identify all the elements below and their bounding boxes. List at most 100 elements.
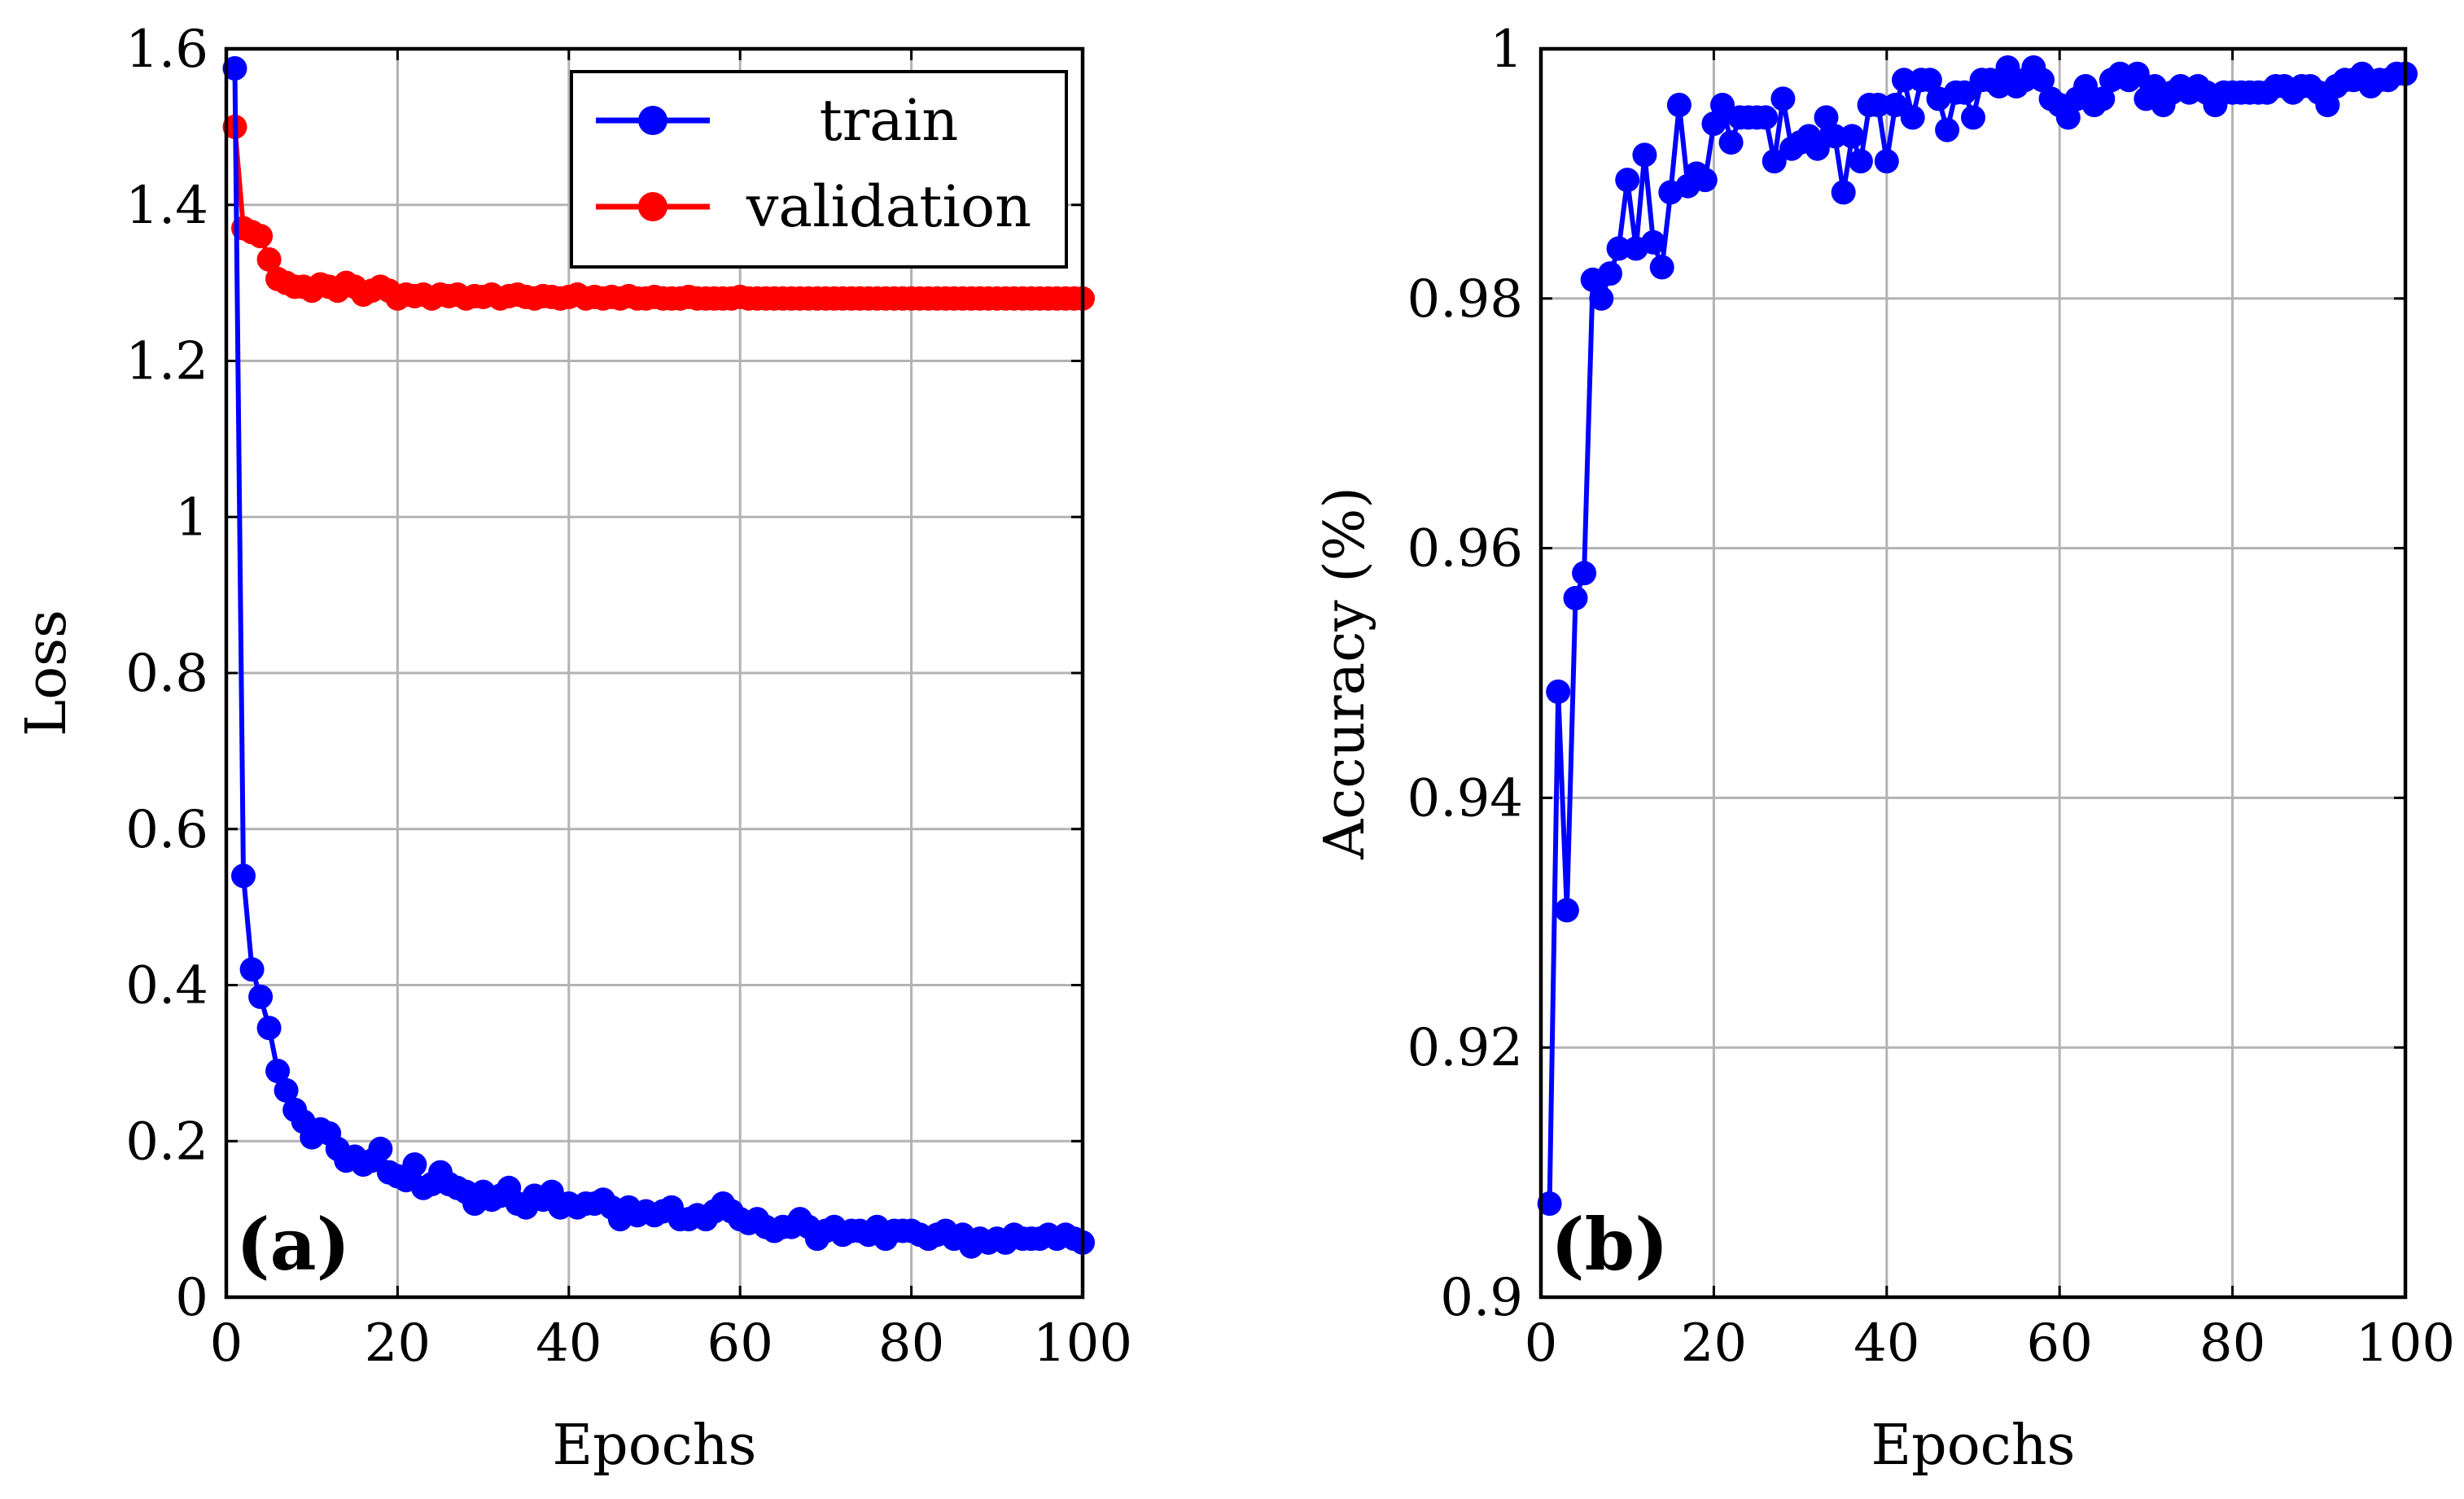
train-point bbox=[2315, 93, 2340, 117]
train-point bbox=[256, 1016, 282, 1041]
train-point bbox=[1848, 149, 1873, 174]
train-point bbox=[1546, 680, 1571, 704]
y-axis-label: Accuracy (%) bbox=[1313, 487, 1377, 860]
accuracy-chart: 0 20 40 60 80 100 0.9 0.92 0.94 0.96 0.98 1 Epochs Ac… bbox=[1313, 20, 2455, 1478]
x-tick-label: 20 bbox=[365, 1313, 431, 1374]
y-tick-label: 1 bbox=[1490, 20, 1523, 80]
train-point bbox=[222, 56, 247, 81]
train-point bbox=[2030, 68, 2055, 93]
legend-entry-train: train bbox=[596, 87, 958, 154]
x-tick-label: 20 bbox=[1681, 1313, 1747, 1374]
x-tick-label: 0 bbox=[210, 1313, 243, 1374]
train-point bbox=[368, 1136, 393, 1161]
y-tick-label: 1.2 bbox=[125, 332, 208, 392]
train-point bbox=[1554, 898, 1579, 923]
train-point bbox=[1823, 124, 1848, 149]
y-tick-label: 1.4 bbox=[125, 176, 208, 236]
y-tick-label: 0.4 bbox=[125, 956, 208, 1016]
y-tick-label: 1 bbox=[175, 487, 208, 548]
train-point bbox=[402, 1152, 427, 1177]
train-point bbox=[1831, 180, 1856, 205]
train-point bbox=[239, 957, 265, 982]
train-point bbox=[2055, 105, 2081, 130]
series-validation bbox=[222, 114, 1095, 311]
train-point bbox=[2125, 61, 2150, 86]
train-point bbox=[1935, 117, 1960, 142]
train-point bbox=[1753, 105, 1779, 130]
train-point bbox=[1866, 93, 1891, 117]
x-tick-label: 80 bbox=[878, 1313, 944, 1374]
train-point bbox=[1615, 168, 1640, 193]
x-tick-label: 60 bbox=[2026, 1313, 2092, 1374]
legend-entry-validation: validation bbox=[596, 173, 1031, 240]
train-point bbox=[1710, 93, 1735, 117]
legend-swatch-marker bbox=[638, 192, 667, 221]
train-point bbox=[2073, 74, 2099, 98]
train-point bbox=[1598, 261, 1622, 286]
x-axis-label: Epochs bbox=[1871, 1414, 2076, 1478]
y-tick-label: 0.8 bbox=[125, 644, 208, 704]
train-point bbox=[1770, 86, 1796, 111]
train-point bbox=[1641, 229, 1666, 255]
legend-label: train bbox=[820, 87, 959, 154]
grid bbox=[1541, 49, 2405, 1297]
train-point bbox=[1649, 255, 1674, 280]
train-point bbox=[1892, 68, 1916, 93]
train-point bbox=[1701, 111, 1727, 136]
train-point bbox=[1814, 105, 1839, 130]
legend-label: validation bbox=[746, 173, 1031, 240]
x-tick-label: 40 bbox=[1853, 1313, 1919, 1374]
train-point bbox=[1762, 149, 1787, 174]
y-tick-label: 0.9 bbox=[1440, 1268, 1523, 1328]
train-point bbox=[1589, 286, 1614, 311]
legend: train validation bbox=[570, 70, 1068, 269]
y-tick-label: 0.98 bbox=[1407, 269, 1524, 330]
x-tick-label: 100 bbox=[2356, 1313, 2455, 1374]
x-tick-label: 60 bbox=[707, 1313, 772, 1374]
train-point bbox=[2090, 86, 2116, 111]
y-axis-label: Loss bbox=[15, 610, 79, 736]
validation-point bbox=[256, 247, 282, 272]
x-tick-label: 0 bbox=[1525, 1313, 1558, 1374]
train-point bbox=[1718, 130, 1744, 155]
x-axis-label: Epochs bbox=[553, 1414, 757, 1478]
y-tick-label: 0 bbox=[175, 1268, 208, 1328]
train-point bbox=[1840, 124, 1865, 149]
train-point bbox=[265, 1059, 291, 1083]
train-point bbox=[274, 1077, 299, 1103]
train-point bbox=[1961, 105, 1985, 130]
x-tick-label: 40 bbox=[536, 1313, 602, 1374]
series-train bbox=[1537, 55, 2418, 1216]
validation-point bbox=[248, 224, 274, 249]
panel-label: (a) bbox=[236, 1202, 350, 1287]
train-point bbox=[1666, 93, 1692, 117]
train-point bbox=[1572, 561, 1597, 586]
y-tick-label: 0.94 bbox=[1407, 768, 1524, 828]
train-point bbox=[1563, 586, 1588, 610]
panel-label: (b) bbox=[1551, 1202, 1669, 1287]
y-tick-label: 1.6 bbox=[125, 20, 208, 80]
train-point bbox=[1917, 68, 1942, 93]
axes-frame bbox=[1538, 46, 2408, 1300]
x-tick-label: 100 bbox=[1033, 1313, 1132, 1374]
train-point bbox=[1952, 80, 1977, 105]
legend-box bbox=[570, 70, 1068, 269]
legend-swatch-marker bbox=[638, 106, 667, 135]
y-tick-label: 0.2 bbox=[125, 1112, 208, 1172]
train-point bbox=[248, 984, 274, 1009]
series-train bbox=[222, 56, 1095, 1259]
axes-frame bbox=[224, 46, 1085, 1300]
train-point bbox=[1805, 136, 1830, 161]
train-point bbox=[1900, 105, 1925, 130]
train-point bbox=[1986, 74, 2011, 98]
train-point bbox=[1606, 236, 1631, 261]
x-tick-label: 80 bbox=[2199, 1313, 2265, 1374]
train-point bbox=[1883, 93, 1908, 117]
y-tick-label: 0.6 bbox=[125, 800, 208, 860]
train-point bbox=[1692, 168, 1718, 193]
train-point bbox=[1537, 1191, 1562, 1216]
train-point bbox=[231, 863, 256, 889]
loss-chart: 0 20 40 60 80 100 0 0.2 0.4 0.6 0.8 1 1.2 1.4 1.6 Epoch… bbox=[15, 20, 1132, 1478]
y-tick-label: 0.92 bbox=[1407, 1018, 1524, 1078]
